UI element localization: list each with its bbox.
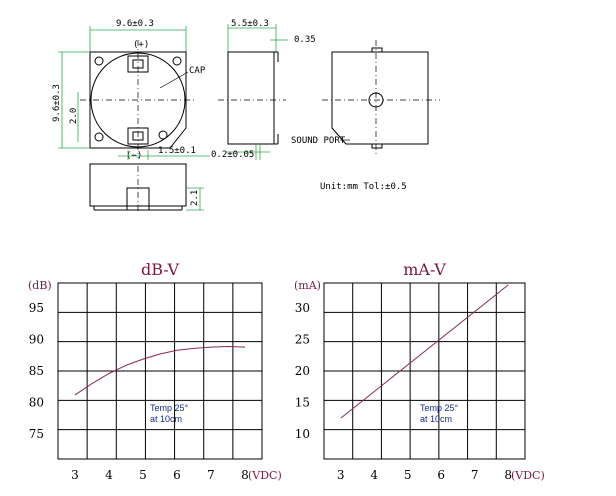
corner-hole (158, 130, 168, 140)
y-axis-unit: (mA) (294, 279, 321, 292)
x-tick-label: 7 (207, 468, 215, 482)
y-tick-label: 25 (295, 333, 310, 347)
x-tick-label: 6 (173, 468, 181, 482)
sound-port-label: SOUND PORT (291, 136, 346, 146)
side-view-body (227, 51, 275, 145)
series-line (340, 284, 509, 419)
top-width-dim: 9.6±0.3 (116, 19, 154, 29)
y-tick-label: 85 (29, 364, 44, 378)
cap-label: CAP (189, 66, 206, 76)
chart-annotation: at 10cm (420, 414, 452, 424)
chart-annotation: at 10cm (150, 414, 182, 424)
corner-hole (94, 56, 104, 66)
y-axis-unit: (dB) (28, 279, 52, 292)
x-tick-label: 8 (241, 468, 249, 482)
x-tick-label: 4 (105, 468, 113, 482)
pin-width-dim: 1.5±0.1 (158, 146, 196, 156)
y-tick-label: 80 (29, 395, 44, 409)
chart-annotation: Temp 25° (420, 403, 459, 413)
y-tick-label: 20 (295, 364, 310, 378)
y-tick-label: 90 (29, 333, 44, 347)
buzzer-body-outline (89, 51, 187, 149)
x-tick-label: 6 (437, 468, 445, 482)
x-tick-label: 4 (370, 468, 378, 482)
x-axis-unit: (VDC) (511, 469, 545, 482)
inner-dim: 2.0 (69, 108, 79, 124)
db-v-chart: dB-V (dB) (VDC) 3 4 5 6 7 8 75 80 85 90 95 Temp 25°at … (28, 260, 282, 482)
units-note: Unit:mm Tol:±0.5 (320, 182, 407, 192)
series-line (74, 345, 246, 396)
rear-view-drawing: SOUND PORT (291, 40, 440, 156)
x-tick-label: 7 (471, 468, 479, 482)
corner-hole (172, 56, 182, 66)
side-height-dim: 9.6±0.3 (52, 84, 62, 122)
x-tick-label: 5 (404, 468, 412, 482)
side-width-dim: 5.5±0.3 (231, 19, 269, 29)
ma-v-chart: mA-V (mA) (VDC) 3 4 5 6 7 8 10 15 20 25 30 Temp 25°at … (294, 260, 545, 482)
x-tick-label: 3 (337, 468, 345, 482)
y-tick-label: 15 (295, 395, 310, 409)
side-bottom-dim: 0.2±0.05 (211, 150, 254, 160)
top-view-drawing: 9.6±0.3 (+) (−) CAP 9.6±0.3 2.0 (52, 19, 210, 161)
front-height-dim: 2.1 (190, 190, 200, 206)
plus-terminal-mark: (+) (133, 40, 149, 50)
x-tick-label: 8 (504, 468, 512, 482)
rear-pin-bottom (371, 143, 383, 149)
front-view-drawing: 2.1 (89, 163, 204, 214)
chart-title: dB-V (141, 260, 180, 279)
y-tick-label: 95 (29, 301, 44, 315)
x-tick-label: 5 (139, 468, 147, 482)
x-axis-unit: (VDC) (248, 469, 282, 482)
rear-view-body (331, 51, 429, 145)
chart-annotation: Temp 25° (150, 403, 189, 413)
x-tick-label: 3 (71, 468, 79, 482)
chart-title: mA-V (403, 260, 446, 279)
y-tick-label: 75 (29, 427, 44, 441)
side-offset-dim: 0.35 (294, 35, 316, 45)
rear-pin-top (371, 47, 383, 53)
side-view-drawing: 5.5±0.3 0.35 0.2±0.05 (211, 19, 316, 160)
y-tick-label: 30 (295, 301, 310, 315)
corner-hole (94, 132, 104, 142)
y-tick-label: 10 (295, 427, 310, 441)
